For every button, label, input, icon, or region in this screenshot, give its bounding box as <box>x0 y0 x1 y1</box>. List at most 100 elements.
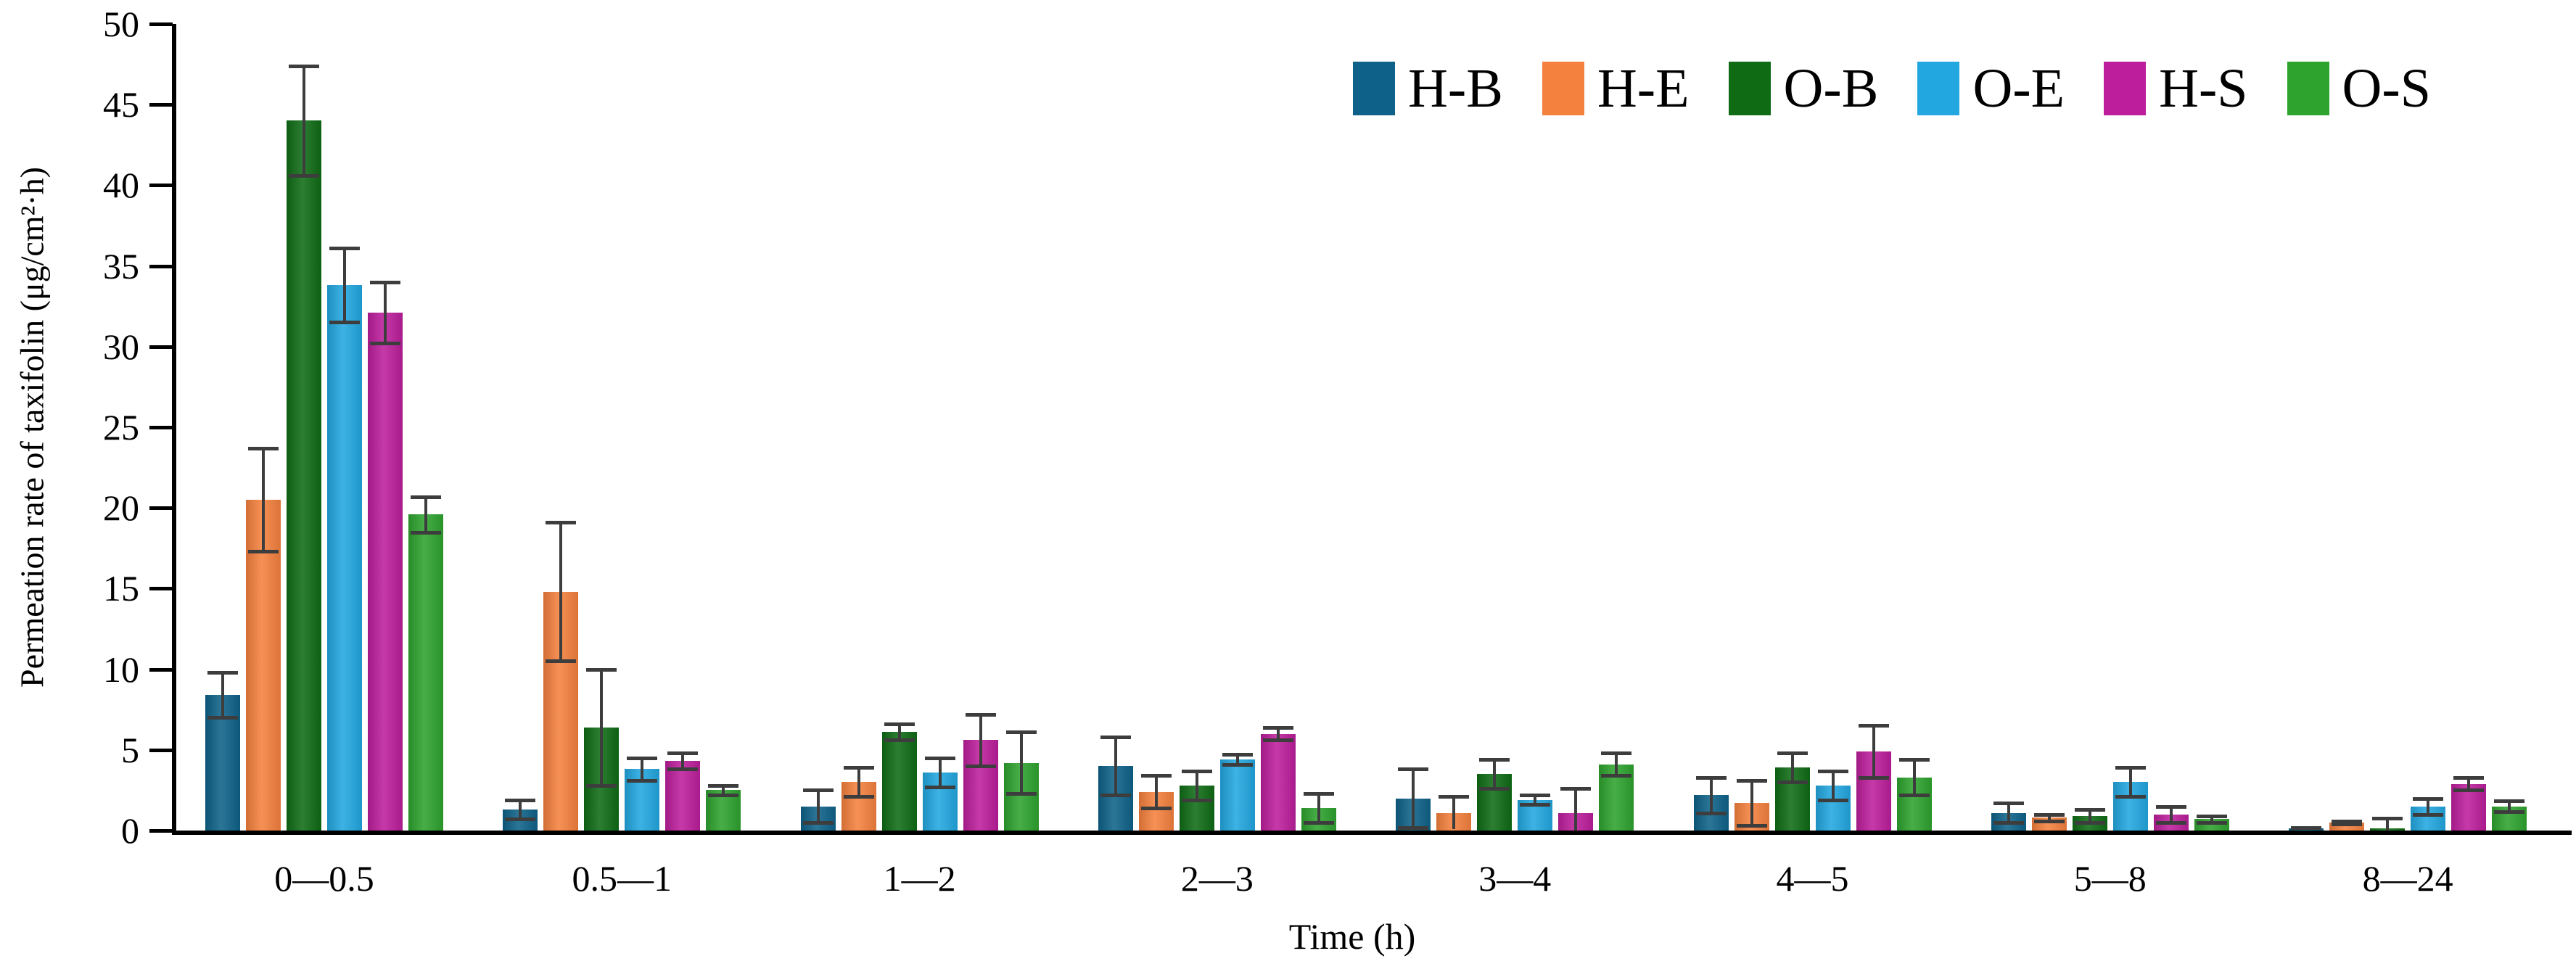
error-bar <box>1912 759 1916 796</box>
error-bar <box>1195 770 1198 800</box>
error-bar-cap-bottom <box>1005 791 1037 796</box>
error-bar-cap-bottom <box>2155 820 2186 825</box>
y-tick <box>149 506 173 511</box>
error-bar <box>2508 800 2511 812</box>
error-bar-cap-top <box>411 495 441 499</box>
legend-item-H-B: H-B <box>1353 61 1503 116</box>
x-axis-title: Time (h) <box>1288 916 1416 957</box>
y-tick-label: 40 <box>103 165 139 206</box>
y-tick <box>149 184 173 188</box>
error-bar-cap-bottom <box>546 659 577 664</box>
y-tick-label: 5 <box>121 729 139 770</box>
error-bar-cap-top <box>1398 767 1429 772</box>
error-bar-cap-bottom <box>965 765 996 769</box>
error-bar-cap-bottom <box>843 795 874 799</box>
error-bar-cap-top <box>1479 758 1510 762</box>
error-bar-cap-bottom <box>1100 794 1131 798</box>
bar-H-E-0—0.5 <box>246 500 281 831</box>
y-tick-label: 10 <box>103 648 139 690</box>
x-category-label: 0.5—1 <box>572 858 672 899</box>
error-bar-cap-bottom <box>1520 803 1551 807</box>
error-bar <box>2210 815 2213 823</box>
bar-H-S-4—5 <box>1856 751 1891 831</box>
error-bar-cap-bottom <box>2494 810 2525 815</box>
error-bar-cap-top <box>505 798 536 802</box>
error-bar-cap-bottom <box>248 550 279 554</box>
error-bar <box>1493 759 1497 789</box>
error-bar-cap-bottom <box>2413 812 2444 817</box>
x-axis <box>172 831 2572 835</box>
error-bar-cap-top <box>2291 825 2322 830</box>
error-bar <box>519 799 522 820</box>
legend: H-B H-E O-B O-E H-S O-S <box>1353 61 2431 116</box>
error-bar <box>641 757 644 781</box>
error-bar-cap-top <box>1736 779 1767 783</box>
bar-O-E-0—0.5 <box>327 285 362 831</box>
y-tick-label: 25 <box>103 407 139 448</box>
error-bar-cap-bottom <box>1398 825 1429 830</box>
error-bar-cap-top <box>2453 775 2485 780</box>
error-bar-cap-bottom <box>289 174 319 178</box>
y-tick <box>149 103 173 107</box>
error-bar-cap-bottom <box>1993 820 2024 825</box>
error-bar-cap-bottom <box>1777 780 1808 785</box>
y-tick-label: 15 <box>103 568 139 609</box>
error-bar-cap-top <box>1140 774 1172 778</box>
error-bar-cap-top <box>802 788 834 793</box>
error-bar-cap-bottom <box>2332 823 2363 827</box>
x-category-label: 5—8 <box>2073 858 2147 899</box>
error-bar-cap-top <box>627 756 658 760</box>
y-axis <box>172 24 176 835</box>
error-bar-cap-bottom <box>667 767 699 772</box>
error-bar-cap-bottom <box>1695 811 1727 815</box>
x-category-label: 0—0.5 <box>274 858 374 899</box>
y-tick-label: 30 <box>103 326 139 367</box>
error-bar <box>303 65 305 176</box>
error-bar <box>722 785 725 796</box>
error-bar-cap-top <box>2115 766 2146 770</box>
error-bar-cap-top <box>1777 751 1808 756</box>
legend-swatch-H-S <box>2104 62 2147 115</box>
error-bar-cap-top <box>248 446 279 450</box>
error-bar-cap-top <box>2155 804 2186 809</box>
error-bar-cap-top <box>289 64 319 68</box>
legend-item-H-S: H-S <box>2104 61 2248 116</box>
error-bar-cap-top <box>965 712 996 717</box>
error-bar <box>1534 795 1537 805</box>
error-bar-cap-top <box>1262 725 1293 730</box>
error-bar <box>681 753 685 770</box>
error-bar-cap-top <box>1222 753 1253 757</box>
error-bar <box>1317 793 1320 823</box>
error-bar-cap-top <box>207 671 238 675</box>
error-bar-cap-top <box>2332 819 2363 823</box>
error-bar <box>2169 806 2173 823</box>
bar-O-B-1—2 <box>881 732 917 831</box>
y-tick-label: 0 <box>121 810 139 851</box>
error-bar <box>343 248 346 323</box>
legend-swatch-O-B <box>1728 62 1771 115</box>
error-bar-cap-top <box>2372 817 2403 821</box>
y-tick <box>149 748 173 752</box>
error-bar-cap-bottom <box>1303 820 1334 825</box>
x-category-label: 3—4 <box>1478 858 1552 899</box>
y-axis-title: Permeation rate of taxifolin (μg/cm²·h) <box>13 167 52 688</box>
error-bar-cap-top <box>2196 814 2227 818</box>
error-bar <box>1790 753 1794 783</box>
error-bar <box>384 281 387 344</box>
y-tick <box>149 264 173 268</box>
error-bar-cap-top <box>1817 769 1848 773</box>
error-bar <box>1750 780 1753 826</box>
error-bar-cap-bottom <box>1736 824 1767 828</box>
error-bar-cap-bottom <box>1140 806 1172 810</box>
bar-O-B-3—4 <box>1477 774 1513 831</box>
error-bar-cap-bottom <box>1601 774 1632 778</box>
error-bar-cap-bottom <box>1898 794 1930 798</box>
bar-H-S-2—3 <box>1260 733 1296 831</box>
y-tick <box>149 829 173 833</box>
error-bar-cap-bottom <box>627 779 658 783</box>
error-bar <box>1615 753 1618 776</box>
error-bar-cap-top <box>708 783 739 788</box>
error-bar-cap-top <box>1005 730 1037 735</box>
error-bar <box>2467 777 2471 791</box>
x-category-label: 1—2 <box>883 858 956 899</box>
